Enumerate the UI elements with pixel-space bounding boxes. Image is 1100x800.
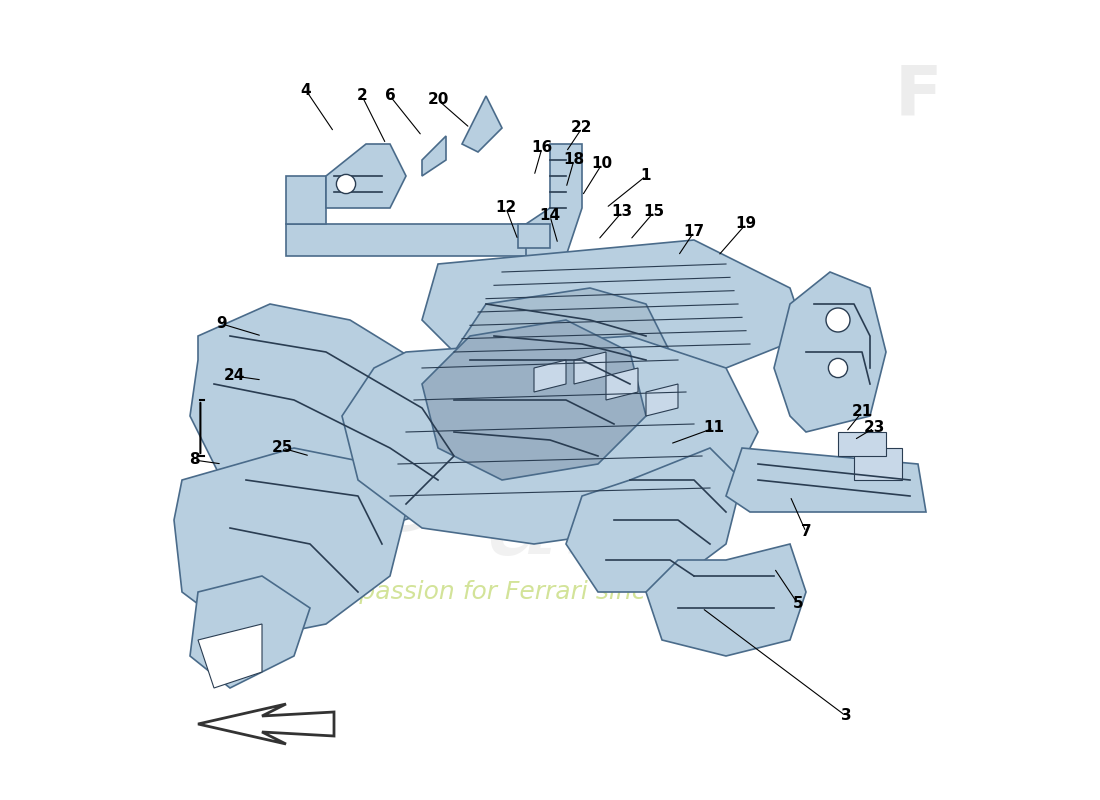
Text: 8: 8 bbox=[189, 453, 199, 467]
Circle shape bbox=[826, 308, 850, 332]
Text: 15: 15 bbox=[644, 205, 664, 219]
Text: 23: 23 bbox=[864, 421, 884, 435]
Polygon shape bbox=[518, 224, 550, 248]
Text: 10: 10 bbox=[592, 157, 613, 171]
Text: 1: 1 bbox=[640, 169, 651, 183]
Text: 16: 16 bbox=[531, 141, 552, 155]
Text: 21: 21 bbox=[851, 405, 872, 419]
Text: 6: 6 bbox=[385, 89, 395, 103]
Polygon shape bbox=[342, 336, 758, 544]
Polygon shape bbox=[838, 432, 886, 456]
Text: 3: 3 bbox=[840, 709, 851, 723]
Text: 7: 7 bbox=[801, 525, 812, 539]
Polygon shape bbox=[462, 96, 502, 152]
Text: 14: 14 bbox=[539, 209, 561, 223]
Polygon shape bbox=[726, 448, 926, 512]
Text: ur: ur bbox=[480, 459, 620, 581]
Text: 5: 5 bbox=[793, 597, 803, 611]
Text: 4: 4 bbox=[300, 83, 311, 98]
Polygon shape bbox=[454, 288, 670, 384]
Polygon shape bbox=[286, 176, 326, 224]
Text: 24: 24 bbox=[223, 369, 244, 383]
Polygon shape bbox=[174, 448, 406, 640]
Text: 11: 11 bbox=[704, 421, 725, 435]
Polygon shape bbox=[646, 544, 806, 656]
Text: 19: 19 bbox=[736, 217, 757, 231]
Polygon shape bbox=[190, 576, 310, 688]
Circle shape bbox=[828, 358, 848, 378]
Text: 22: 22 bbox=[571, 121, 593, 135]
Polygon shape bbox=[326, 144, 406, 208]
Polygon shape bbox=[606, 368, 638, 400]
Polygon shape bbox=[646, 384, 678, 416]
Polygon shape bbox=[854, 448, 902, 480]
Polygon shape bbox=[286, 224, 566, 256]
Polygon shape bbox=[422, 240, 806, 384]
Text: 25: 25 bbox=[272, 441, 293, 455]
Text: F: F bbox=[894, 62, 942, 130]
Text: 9: 9 bbox=[217, 317, 228, 331]
Text: 2: 2 bbox=[356, 89, 367, 103]
Text: 17: 17 bbox=[683, 225, 705, 239]
Polygon shape bbox=[198, 704, 334, 744]
Text: 18: 18 bbox=[563, 153, 584, 167]
Polygon shape bbox=[534, 360, 566, 392]
Circle shape bbox=[337, 174, 355, 194]
Polygon shape bbox=[574, 352, 606, 384]
Polygon shape bbox=[422, 320, 646, 480]
Text: 13: 13 bbox=[612, 205, 632, 219]
Text: e: e bbox=[366, 435, 446, 557]
Polygon shape bbox=[198, 624, 262, 688]
Text: o: o bbox=[632, 459, 707, 581]
Polygon shape bbox=[566, 448, 742, 592]
Polygon shape bbox=[774, 272, 886, 432]
Text: a passion for Ferrari since 1985: a passion for Ferrari since 1985 bbox=[336, 580, 733, 604]
Polygon shape bbox=[422, 136, 446, 176]
Polygon shape bbox=[190, 304, 486, 544]
Polygon shape bbox=[526, 144, 582, 256]
Text: 20: 20 bbox=[427, 93, 449, 107]
Text: 12: 12 bbox=[495, 201, 517, 215]
